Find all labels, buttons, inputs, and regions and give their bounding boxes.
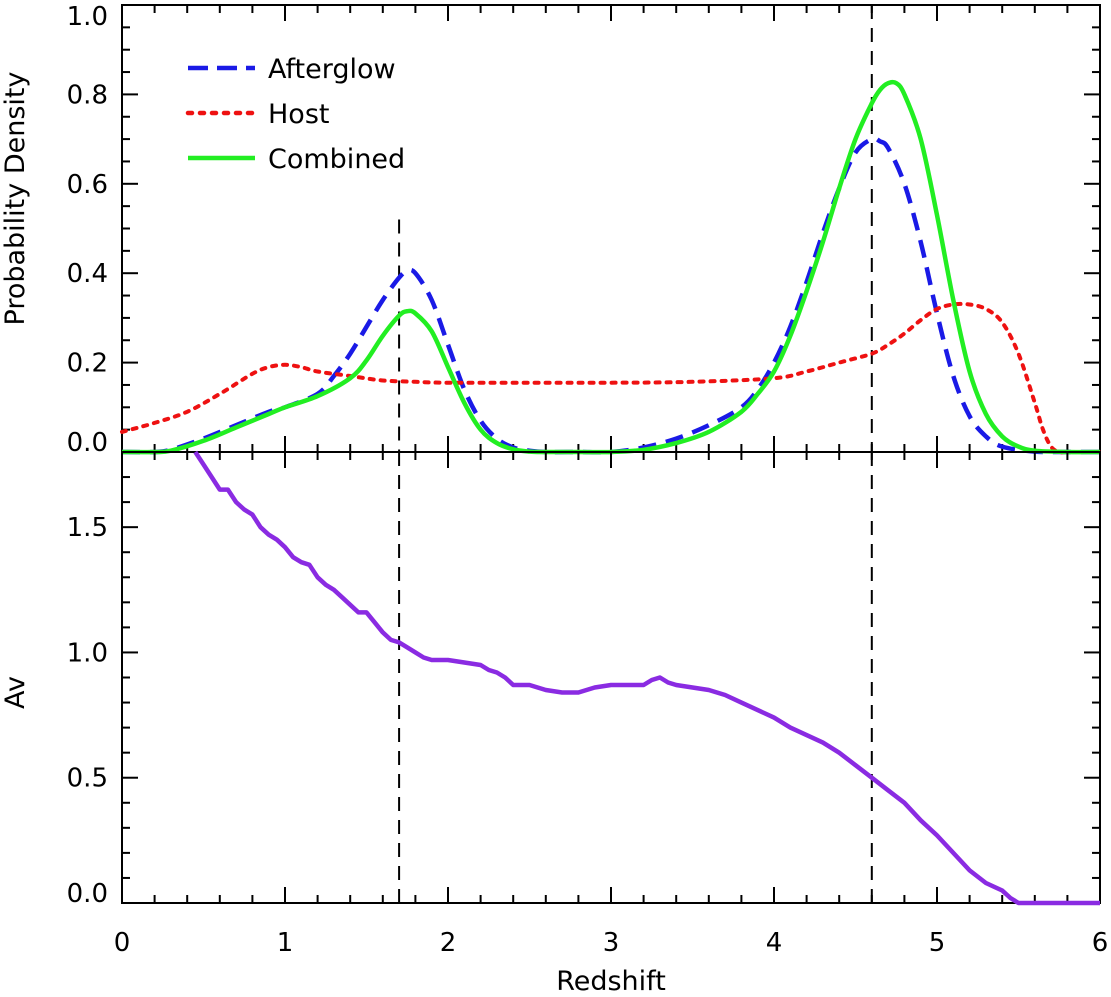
bottom-y-tick-label: 1.0 xyxy=(67,638,108,668)
x-tick-label: 0 xyxy=(114,928,131,958)
top-y-tick-label: 0.4 xyxy=(67,259,108,289)
legend: Afterglow Host Combined xyxy=(185,54,405,175)
legend-label-afterglow: Afterglow xyxy=(268,54,396,85)
bottom-panel: 0.0 0.5 1.0 1.5 0 1 2 3 4 5 6 Av Redshift xyxy=(0,450,1109,997)
legend-label-host: Host xyxy=(268,99,329,130)
x-tick-label: 6 xyxy=(1092,928,1109,958)
bottom-y-tick-label: 0.0 xyxy=(67,879,108,909)
series-line-av xyxy=(193,450,1100,906)
x-tick-label: 1 xyxy=(277,928,294,958)
top-y-tick-label: 0.8 xyxy=(67,80,108,110)
top-y-axis-title: Probability Density xyxy=(0,72,31,326)
x-tick-label: 5 xyxy=(929,928,946,958)
x-tick-label: 4 xyxy=(766,928,783,958)
bottom-y-tick-label: 0.5 xyxy=(67,764,108,794)
x-tick-label: 3 xyxy=(603,928,620,958)
bottom-y-axis-title: Av xyxy=(0,676,31,709)
bottom-y-tick-label: 1.5 xyxy=(67,513,108,543)
series-line-combined xyxy=(121,79,1101,455)
top-y-tick-label: 0.6 xyxy=(67,170,108,200)
x-axis-title: Redshift xyxy=(556,966,666,997)
top-y-tick-label: 0.0 xyxy=(67,428,108,458)
top-y-tick-label: 1.0 xyxy=(67,2,108,32)
x-tick-label: 2 xyxy=(440,928,457,958)
legend-label-combined: Combined xyxy=(268,144,405,175)
series-line-host xyxy=(120,301,1102,455)
top-y-tick-label: 0.2 xyxy=(67,349,108,379)
bottom-plot-frame xyxy=(121,451,1101,904)
top-panel: 0.0 0.2 0.4 0.6 0.8 1.0 Probability Density xyxy=(0,2,1102,458)
